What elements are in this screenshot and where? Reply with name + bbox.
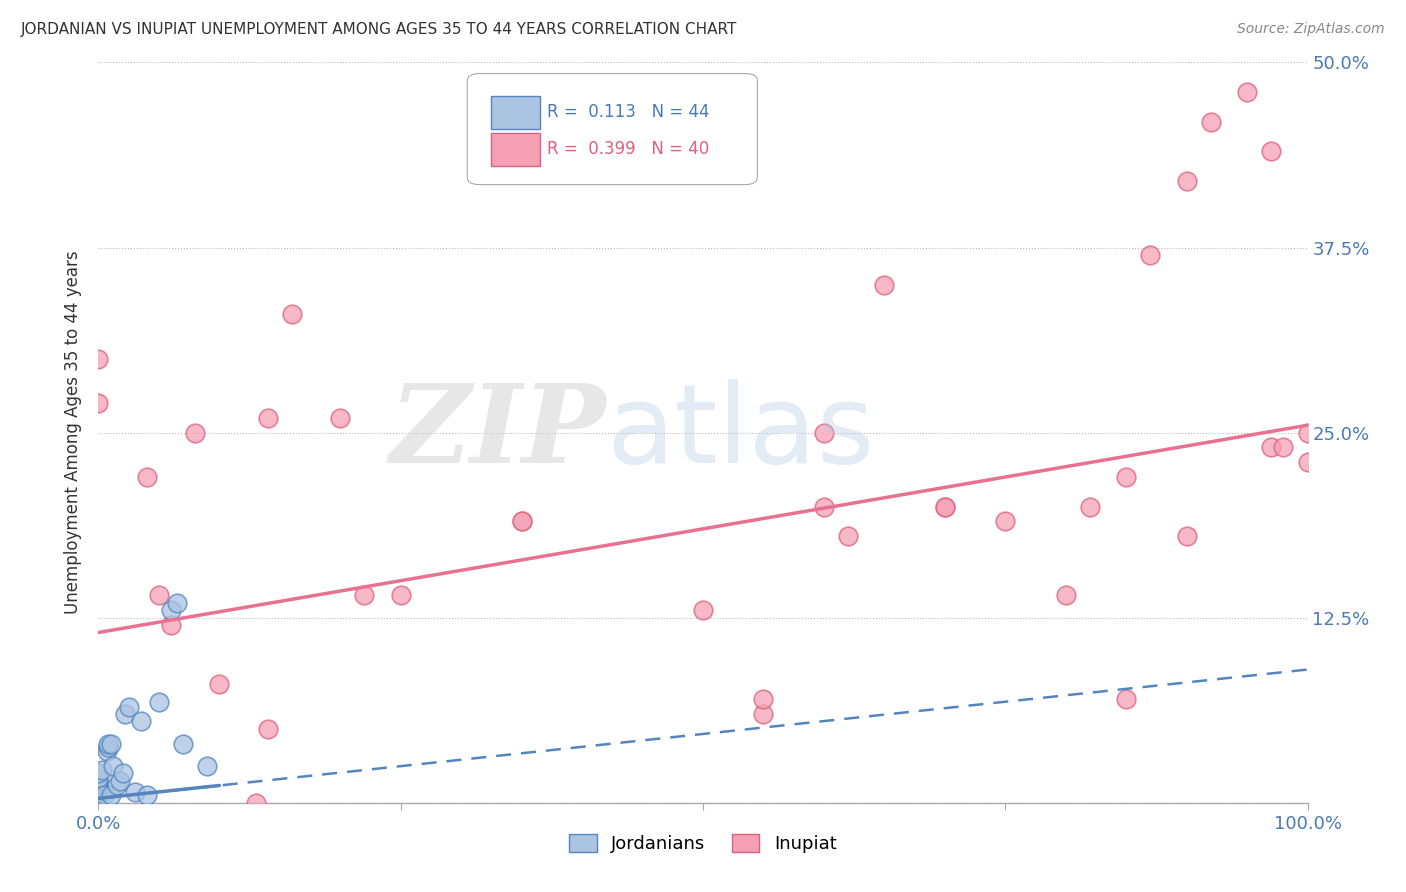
- FancyBboxPatch shape: [492, 133, 540, 166]
- Point: [87, 784, 110, 798]
- Point: [87, 771, 110, 785]
- Point: [510, 515, 533, 529]
- Point: [510, 515, 533, 529]
- Point: [148, 589, 170, 603]
- Point: [1236, 85, 1258, 99]
- Point: [160, 603, 183, 617]
- Point: [160, 618, 183, 632]
- Point: [129, 714, 152, 729]
- Point: [87, 778, 110, 792]
- Legend: Jordanians, Inupiat: Jordanians, Inupiat: [562, 827, 844, 861]
- Point: [692, 603, 714, 617]
- Point: [87, 766, 110, 780]
- FancyBboxPatch shape: [467, 73, 758, 185]
- Point: [87, 773, 110, 788]
- Text: R =  0.113   N = 44: R = 0.113 N = 44: [547, 103, 710, 121]
- Point: [114, 706, 136, 721]
- Point: [1175, 529, 1198, 543]
- Point: [87, 780, 110, 794]
- Point: [87, 780, 110, 795]
- Point: [837, 529, 859, 543]
- Point: [166, 596, 188, 610]
- Text: Source: ZipAtlas.com: Source: ZipAtlas.com: [1237, 22, 1385, 37]
- Point: [256, 410, 278, 425]
- Text: R =  0.399   N = 40: R = 0.399 N = 40: [547, 140, 709, 158]
- Point: [87, 796, 110, 810]
- Point: [195, 758, 218, 772]
- Y-axis label: Unemployment Among Ages 35 to 44 years: Unemployment Among Ages 35 to 44 years: [65, 251, 83, 615]
- Text: ZIP: ZIP: [389, 379, 606, 486]
- Point: [111, 766, 134, 780]
- Point: [208, 677, 231, 691]
- Point: [1115, 692, 1137, 706]
- Point: [994, 515, 1017, 529]
- Point: [87, 780, 110, 795]
- Point: [934, 500, 956, 514]
- Point: [87, 780, 110, 795]
- Point: [813, 425, 835, 440]
- Point: [87, 785, 110, 799]
- Point: [87, 351, 110, 366]
- Point: [87, 796, 110, 810]
- Point: [87, 796, 110, 810]
- Point: [148, 695, 170, 709]
- Point: [124, 785, 146, 799]
- Point: [87, 796, 110, 810]
- Point: [87, 784, 110, 798]
- Point: [87, 782, 110, 797]
- Point: [87, 776, 110, 790]
- Point: [1260, 145, 1282, 159]
- Point: [105, 778, 128, 792]
- Point: [101, 758, 124, 772]
- Point: [87, 773, 110, 788]
- Point: [97, 737, 120, 751]
- Point: [100, 789, 122, 803]
- Point: [873, 277, 896, 292]
- Point: [1054, 589, 1077, 603]
- Point: [752, 706, 775, 721]
- Point: [87, 789, 110, 803]
- Point: [813, 500, 835, 514]
- Point: [281, 307, 304, 321]
- Point: [1175, 174, 1198, 188]
- Point: [1199, 114, 1222, 128]
- Point: [1296, 425, 1319, 440]
- Point: [108, 773, 131, 788]
- Point: [87, 396, 110, 410]
- Point: [934, 500, 956, 514]
- Point: [87, 793, 110, 807]
- Point: [1139, 248, 1161, 262]
- Point: [172, 737, 194, 751]
- Point: [184, 425, 207, 440]
- Point: [329, 410, 352, 425]
- Point: [96, 744, 118, 758]
- Point: [1272, 441, 1295, 455]
- Point: [1078, 500, 1101, 514]
- FancyBboxPatch shape: [492, 95, 540, 129]
- Point: [87, 789, 110, 803]
- Point: [135, 470, 157, 484]
- Point: [353, 589, 375, 603]
- Text: atlas: atlas: [606, 379, 875, 486]
- Point: [256, 722, 278, 736]
- Point: [1115, 470, 1137, 484]
- Point: [389, 589, 412, 603]
- Text: JORDANIAN VS INUPIAT UNEMPLOYMENT AMONG AGES 35 TO 44 YEARS CORRELATION CHART: JORDANIAN VS INUPIAT UNEMPLOYMENT AMONG …: [21, 22, 738, 37]
- Point: [100, 737, 122, 751]
- Point: [245, 796, 267, 810]
- Point: [135, 789, 157, 803]
- Point: [118, 699, 141, 714]
- Point: [97, 739, 120, 754]
- Point: [87, 791, 110, 805]
- Point: [93, 789, 115, 803]
- Point: [87, 796, 110, 810]
- Point: [1296, 455, 1319, 469]
- Point: [752, 692, 775, 706]
- Point: [1260, 441, 1282, 455]
- Point: [91, 763, 114, 777]
